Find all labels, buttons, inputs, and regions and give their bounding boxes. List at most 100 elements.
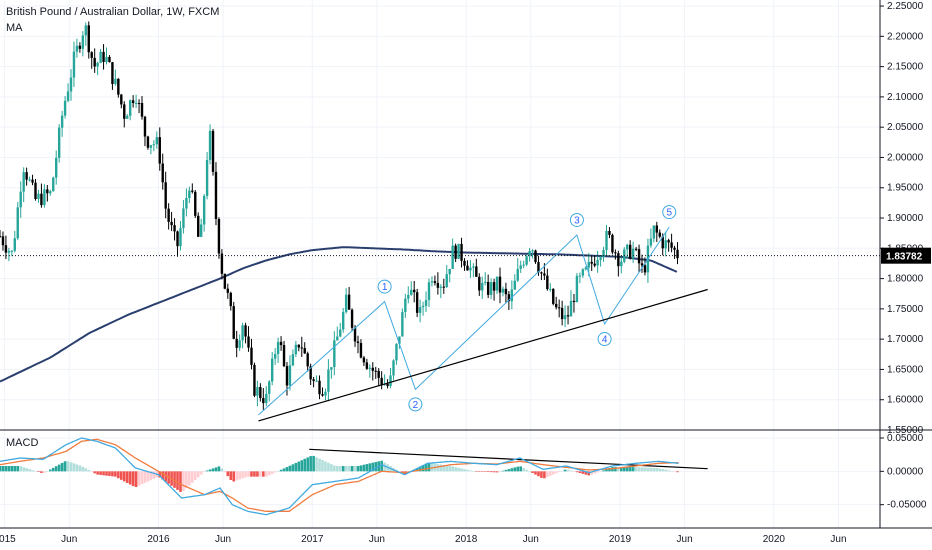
candle-body (259, 387, 262, 399)
candle-body (131, 100, 135, 104)
candle-body (327, 369, 330, 392)
macd-histogram-bar (335, 466, 339, 472)
time-tick-label: 2015 (0, 534, 16, 545)
candle-body (229, 292, 232, 307)
candle-body (584, 267, 587, 270)
candle-body (457, 243, 460, 259)
macd-histogram-bar (214, 467, 218, 472)
candle-body (495, 276, 499, 291)
candle (81, 31, 85, 57)
candle (510, 280, 514, 310)
macd-histogram-bar (602, 470, 605, 472)
macd-histogram-bar (575, 471, 579, 473)
candle-body (549, 288, 552, 290)
candle (528, 247, 531, 262)
candle (131, 95, 135, 108)
candle (380, 371, 383, 390)
price-tick-label: 1.80000 (887, 274, 924, 285)
candle (460, 237, 463, 268)
candle-body (31, 179, 34, 183)
macd-histogram-bar (620, 467, 623, 472)
macd-histogram-bar (643, 467, 647, 472)
macd-histogram-bar (563, 469, 567, 472)
macd-histogram-bar (205, 470, 209, 472)
macd-histogram-bar (398, 471, 401, 472)
candle (253, 362, 256, 398)
candle (469, 259, 472, 278)
candle (572, 293, 576, 313)
candle (631, 241, 635, 263)
candle (55, 150, 58, 185)
macd-histogram-bar (637, 467, 641, 472)
candle (410, 281, 413, 296)
macd-histogram-bar (54, 466, 58, 472)
candle-body (581, 269, 585, 276)
macd-histogram-bar (34, 471, 37, 472)
candle (584, 266, 587, 271)
candle-body (649, 238, 653, 246)
candle (262, 388, 265, 410)
signal-line (0, 438, 679, 512)
candle (105, 47, 108, 65)
candle (330, 367, 333, 379)
candle-body (519, 265, 522, 269)
macd-histogram-bar (146, 471, 150, 482)
candle (152, 140, 156, 152)
candle-body (140, 103, 144, 117)
indicator-label-ma: MA (6, 22, 23, 34)
macd-histogram-bar (347, 466, 351, 472)
macd-histogram-bar (531, 471, 534, 473)
candle (445, 264, 448, 288)
candle-body (339, 329, 342, 337)
candle (10, 249, 14, 257)
macd-histogram-bar (250, 471, 253, 477)
candle-body (640, 263, 644, 266)
candle (611, 233, 614, 255)
candle-body (57, 127, 61, 158)
macd-histogram-bar (143, 471, 147, 483)
candle (217, 217, 221, 259)
candle-body (401, 312, 404, 337)
macd-histogram-bar (208, 469, 212, 472)
macd-histogram-bar (134, 471, 138, 488)
candle-body (149, 145, 153, 148)
candle (339, 322, 342, 338)
candle (87, 21, 90, 59)
candle-body (10, 250, 14, 252)
candle-body (256, 387, 259, 396)
candle-body (626, 244, 629, 250)
macd-histogram-bar (327, 462, 330, 472)
candle (19, 181, 22, 218)
macd-histogram-bar (418, 466, 422, 472)
candle-body (631, 248, 635, 259)
candle-body (563, 315, 567, 320)
candle-body (93, 57, 96, 67)
candle-body (486, 281, 490, 295)
candle-body (22, 172, 25, 192)
candle (13, 230, 16, 253)
candle (427, 278, 431, 308)
macd-histogram-bar (634, 467, 638, 472)
macd-histogram-bar (193, 471, 197, 480)
macd-histogram-bar (608, 468, 611, 472)
macd-tick-label: -0.05000 (887, 500, 927, 511)
candle (673, 245, 676, 259)
macd-histogram-bar (102, 471, 105, 476)
macd-histogram-bar (557, 471, 561, 473)
candle-body (309, 366, 312, 380)
candle-body (250, 347, 253, 365)
candle-body (560, 307, 564, 320)
candle (49, 189, 52, 196)
macd-histogram-bar (486, 471, 490, 472)
macd-histogram-bar (631, 467, 635, 472)
candle-body (475, 266, 478, 277)
candle (244, 322, 247, 344)
candle-body (34, 182, 37, 199)
macd-histogram-bar (321, 460, 324, 472)
candle-body (593, 263, 596, 266)
candle-body (0, 236, 2, 238)
macd-histogram-bar (1, 466, 5, 472)
candle (389, 367, 392, 389)
